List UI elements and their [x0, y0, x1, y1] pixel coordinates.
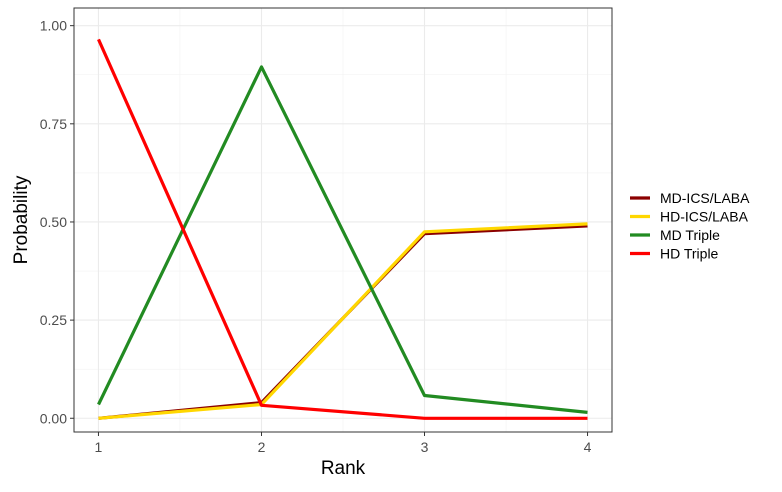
plot-border	[73, 7, 613, 433]
y-tick-label: 0.75	[40, 116, 67, 132]
x-axis: 1 2 3 4	[95, 432, 592, 455]
x-tick-label: 2	[258, 439, 266, 455]
y-tick-label: 1.00	[40, 18, 67, 34]
legend-label-hd-ics-laba: HD-ICS/LABA	[660, 209, 749, 225]
x-axis-title: Rank	[321, 458, 366, 479]
y-tick-label: 0.50	[40, 214, 67, 230]
x-tick-label: 1	[95, 439, 103, 455]
y-axis-title: Probability	[11, 175, 32, 264]
y-tick-label: 0.00	[40, 410, 67, 426]
legend-label-hd-triple: HD Triple	[660, 246, 719, 262]
y-tick-label: 0.25	[40, 312, 67, 328]
legend-label-md-ics-laba: MD-ICS/LABA	[660, 190, 750, 206]
series-line-hd-ics-laba	[98, 222, 588, 420]
series-line-hd-triple	[97, 38, 588, 420]
legend-label-md-triple: MD Triple	[660, 227, 720, 243]
series-line-md-triple	[97, 65, 588, 414]
y-axis: 0.00 0.25 0.50 0.75 1.00	[40, 18, 74, 426]
series-lines	[97, 38, 588, 420]
legend: MD-ICS/LABA HD-ICS/LABA MD Triple HD Triple	[630, 190, 750, 262]
x-tick-label: 4	[584, 439, 592, 455]
minor-grid	[74, 8, 612, 432]
x-tick-label: 3	[421, 439, 429, 455]
